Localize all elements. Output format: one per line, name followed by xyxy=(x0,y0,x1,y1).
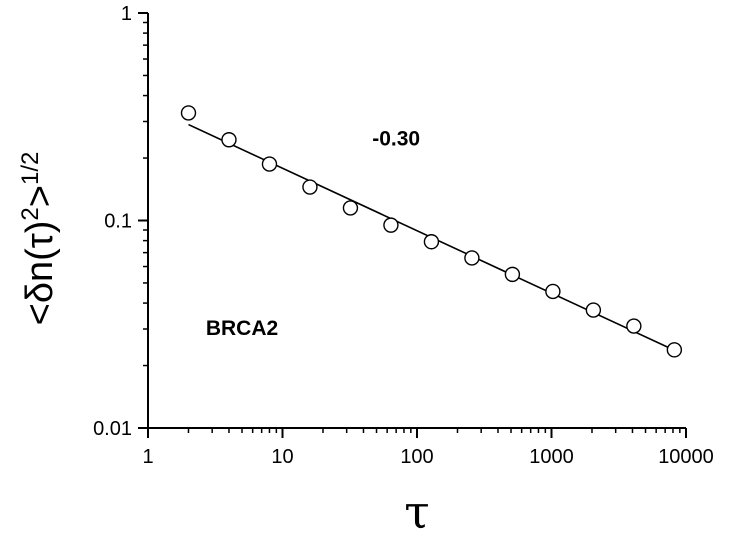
annotation-gene-name: BRCA2 xyxy=(206,317,278,340)
axis-labels: τ <δn(τ)2>1/2 xyxy=(17,152,430,539)
data-point xyxy=(342,200,359,216)
data-point xyxy=(585,302,602,318)
x-tick-label: 1 xyxy=(142,446,153,468)
y-tick-label: 1 xyxy=(121,3,132,25)
x-tick-label: 10 xyxy=(271,446,293,468)
y-tick-label: 0.1 xyxy=(104,211,132,233)
y-label-superscript: 1/2 xyxy=(17,152,44,185)
data-point xyxy=(504,266,521,283)
y-label-superscript: 2 xyxy=(17,207,44,220)
y-tick-label: 0.01 xyxy=(93,418,132,440)
y-label-text: <δn(τ) xyxy=(19,221,61,326)
x-axis-label: τ xyxy=(404,485,429,535)
axes xyxy=(147,13,686,429)
x-tick-label: 10000 xyxy=(658,446,714,468)
data-point xyxy=(666,342,683,358)
data-point xyxy=(261,156,278,172)
data-point xyxy=(545,283,561,300)
y-label-text: > xyxy=(19,185,61,207)
data-point xyxy=(180,105,197,121)
data-point xyxy=(302,179,318,195)
x-tick-label: 1000 xyxy=(529,446,574,468)
data-point xyxy=(626,318,642,334)
data-point xyxy=(423,234,440,250)
data-point xyxy=(383,217,399,233)
annotations: -0.30 BRCA2 xyxy=(206,127,420,340)
data-point xyxy=(221,132,237,148)
y-axis-label: <δn(τ)2>1/2 xyxy=(17,152,61,326)
ticks: 1 10 100 1000 10000 0.01 0.1 1 xyxy=(93,3,714,468)
annotation-slope: -0.30 xyxy=(372,127,420,150)
data-point xyxy=(464,250,480,266)
x-tick-label: 100 xyxy=(400,446,433,468)
data-points xyxy=(180,105,683,358)
